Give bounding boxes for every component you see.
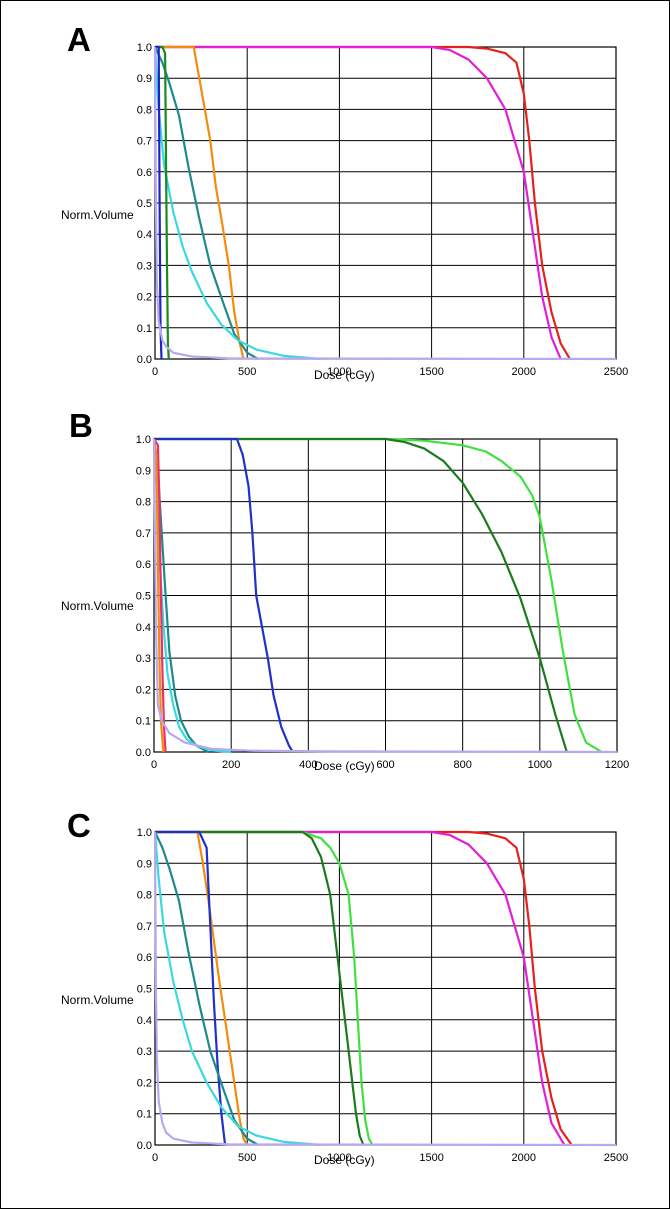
y-tick-label: 0.8 bbox=[136, 497, 151, 509]
y-tick-label: 0.5 bbox=[136, 591, 151, 603]
series-line bbox=[153, 831, 322, 1147]
series-line bbox=[155, 830, 566, 1146]
y-axis-label: Norm.Volume bbox=[61, 208, 134, 222]
series-line bbox=[153, 831, 617, 1147]
y-tick-label: 0.4 bbox=[137, 1015, 152, 1027]
y-tick-label: 0.7 bbox=[137, 136, 152, 148]
x-tick-label: 400 bbox=[299, 759, 317, 771]
y-tick-label: 0.4 bbox=[136, 622, 151, 634]
y-tick-label: 0.6 bbox=[137, 167, 152, 179]
y-tick-label: 1.0 bbox=[136, 434, 151, 446]
series-line bbox=[155, 830, 365, 1146]
series-line bbox=[152, 438, 165, 753]
y-tick-label: 0.7 bbox=[137, 921, 152, 933]
y-tick-label: 0.3 bbox=[137, 1046, 152, 1058]
panel-label: B bbox=[69, 407, 93, 444]
x-axis-label: Dose (cGy) bbox=[314, 368, 375, 382]
chart-panel-a: A Norm.Volume Dose (cGy) 0.0 0.1 0.2 0.3 0.4… bbox=[1, 1, 670, 401]
series-line bbox=[155, 45, 163, 360]
y-tick-label: 0.8 bbox=[137, 104, 152, 116]
y-tick-label: 0.3 bbox=[136, 653, 151, 665]
y-tick-label: 0.9 bbox=[137, 858, 152, 870]
series-line bbox=[155, 45, 245, 360]
chart-svg: 0.0 0.1 0.2 0.3 0.4 0.5 0.6 0.7 0.8 0.9 1.0 0 200 400… bbox=[136, 434, 630, 771]
y-tick-label: 0.1 bbox=[136, 716, 151, 728]
x-tick-label: 200 bbox=[222, 759, 240, 771]
x-tick-label: 2000 bbox=[512, 366, 536, 378]
x-tick-label: 500 bbox=[238, 366, 256, 378]
y-axis-label: Norm.Volume bbox=[61, 599, 134, 613]
x-tick-label: 0 bbox=[152, 1152, 158, 1164]
x-tick-label: 0 bbox=[152, 366, 158, 378]
y-tick-label: 0.5 bbox=[137, 198, 152, 210]
x-axis-label: Dose (cGy) bbox=[314, 759, 375, 773]
y-tick-label: 0.0 bbox=[136, 747, 151, 759]
x-tick-label: 1000 bbox=[528, 759, 552, 771]
x-tick-label: 1000 bbox=[327, 1152, 351, 1164]
x-tick-label: 2500 bbox=[604, 1152, 628, 1164]
panel-label: C bbox=[67, 807, 91, 844]
y-tick-label: 0.0 bbox=[137, 354, 152, 366]
x-tick-label: 1500 bbox=[419, 366, 443, 378]
x-tick-label: 800 bbox=[453, 759, 471, 771]
y-tick-label: 0.6 bbox=[136, 559, 151, 571]
series-line bbox=[153, 46, 617, 361]
y-tick-label: 0.2 bbox=[137, 1077, 152, 1089]
y-tick-label: 0.6 bbox=[137, 952, 152, 964]
chart-svg: 0.0 0.1 0.2 0.3 0.4 0.5 0.6 0.7 0.8 0.9 1.0 0 500 100… bbox=[137, 42, 629, 378]
x-tick-label: 1000 bbox=[327, 366, 351, 378]
x-tick-label: 1200 bbox=[605, 759, 629, 771]
y-tick-label: 0.1 bbox=[137, 323, 152, 335]
y-tick-label: 0.3 bbox=[137, 260, 152, 272]
y-tick-label: 0.9 bbox=[137, 73, 152, 85]
x-tick-label: 1500 bbox=[419, 1152, 443, 1164]
series-line bbox=[153, 438, 167, 753]
y-tick-label: 0.0 bbox=[137, 1140, 152, 1152]
series-line bbox=[155, 45, 562, 360]
y-tick-label: 0.7 bbox=[136, 528, 151, 540]
x-tick-label: 600 bbox=[376, 759, 394, 771]
y-tick-label: 1.0 bbox=[137, 827, 152, 839]
y-tick-label: 0.1 bbox=[137, 1109, 152, 1121]
x-tick-label: 2000 bbox=[512, 1152, 536, 1164]
y-tick-label: 1.0 bbox=[137, 42, 152, 54]
series-line bbox=[154, 437, 568, 753]
y-tick-label: 0.4 bbox=[137, 229, 152, 241]
chart-svg: 0.0 0.1 0.2 0.3 0.4 0.5 0.6 0.7 0.8 0.9 1.0 0 500 100… bbox=[137, 827, 629, 1164]
x-tick-label: 500 bbox=[238, 1152, 256, 1164]
panel-label: A bbox=[67, 21, 91, 58]
series-line bbox=[155, 45, 170, 360]
series-line bbox=[155, 830, 374, 1146]
chart-panel-b: B Norm.Volume Dose (cGy) 0.0 0.1 0.2 0.3 0.4… bbox=[1, 393, 670, 793]
series-line bbox=[152, 438, 618, 754]
x-tick-label: 0 bbox=[151, 759, 157, 771]
x-axis-label: Dose (cGy) bbox=[314, 1153, 375, 1167]
x-tick-label: 2500 bbox=[604, 366, 628, 378]
series-line bbox=[154, 437, 603, 753]
series-line bbox=[155, 830, 249, 1146]
y-tick-label: 0.2 bbox=[136, 684, 151, 696]
y-axis-label: Norm.Volume bbox=[61, 993, 134, 1007]
series-line bbox=[153, 46, 322, 361]
y-tick-label: 0.8 bbox=[137, 890, 152, 902]
series-line bbox=[154, 437, 294, 753]
y-tick-label: 0.2 bbox=[137, 292, 152, 304]
series-line bbox=[155, 830, 573, 1146]
y-tick-label: 0.9 bbox=[136, 465, 151, 477]
series-line bbox=[155, 45, 571, 360]
chart-panel-c: C Norm.Volume Dose (cGy) 0.0 0.1 0.2 0.3 0.4… bbox=[1, 785, 670, 1185]
y-tick-label: 0.5 bbox=[137, 984, 152, 996]
